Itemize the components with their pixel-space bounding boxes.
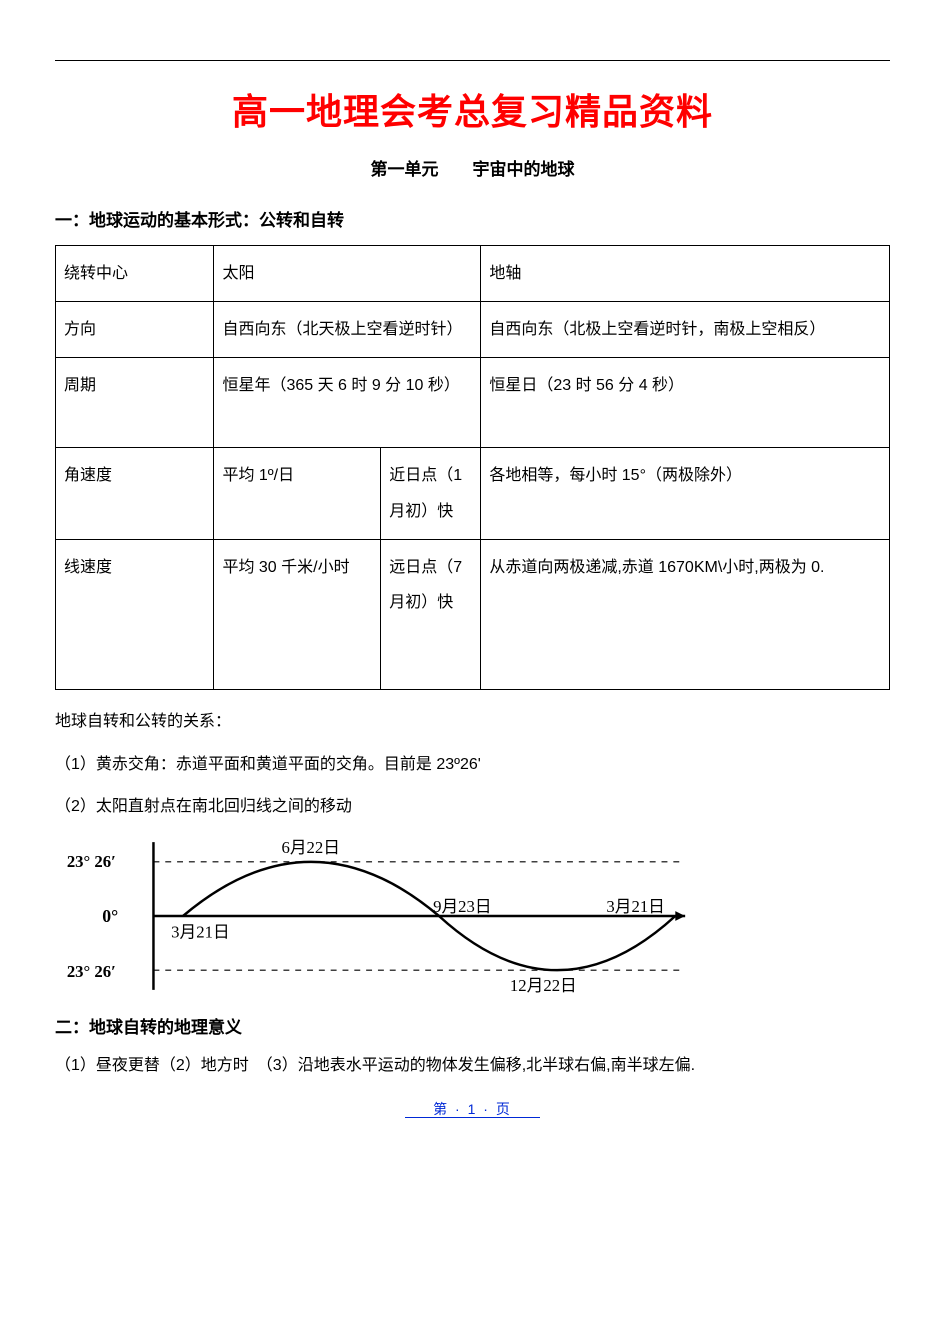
- main-title: 高一地理会考总复习精品资料: [55, 83, 890, 135]
- unit-title: 第一单元 宇宙中的地球: [55, 155, 890, 180]
- relation-heading: 地球自转和公转的关系：: [55, 708, 890, 737]
- svg-text:23° 26′: 23° 26′: [67, 962, 116, 981]
- cell-axis: 地轴: [481, 246, 890, 302]
- cell-axis: 自西向东（北极上空看逆时针，南极上空相反）: [481, 302, 890, 358]
- cell-sun: 自西向东（北天极上空看逆时针）: [214, 302, 481, 358]
- row-label: 方向: [56, 302, 214, 358]
- table-row: 线速度 平均 30 千米/小时 远日点（7 月初）快 从赤道向两极递减,赤道 1…: [56, 539, 890, 689]
- motion-table: 绕转中心 太阳 地轴 方向 自西向东（北天极上空看逆时针） 自西向东（北极上空看…: [55, 245, 890, 690]
- cell-mid: 近日点（1 月初）快: [381, 448, 481, 539]
- section-1-heading: 一：地球运动的基本形式：公转和自转: [55, 206, 890, 231]
- svg-text:3月21日: 3月21日: [171, 923, 230, 942]
- table-row: 方向 自西向东（北天极上空看逆时针） 自西向东（北极上空看逆时针，南极上空相反）: [56, 302, 890, 358]
- section-2-p1: （1）昼夜更替（2）地方时 （3）沿地表水平运动的物体发生偏移,北半球右偏,南半…: [55, 1052, 890, 1081]
- cell-sun: 平均 30 千米/小时: [214, 539, 381, 689]
- svg-text:9月23日: 9月23日: [433, 897, 492, 916]
- row-label: 角速度: [56, 448, 214, 539]
- cell-axis: 恒星日（23 时 56 分 4 秒）: [481, 358, 890, 448]
- page-footer: 第 · 1 · 页: [55, 1099, 890, 1119]
- svg-text:0°: 0°: [102, 906, 118, 926]
- row-label: 线速度: [56, 539, 214, 689]
- svg-text:3月21日: 3月21日: [606, 897, 665, 916]
- svg-text:6月22日: 6月22日: [281, 838, 340, 857]
- solar-declination-diagram: 23° 26′ 0° 23° 26′ 6月22日 3月21日 9月23日 3月21日 12月2…: [55, 836, 890, 1001]
- svg-text:12月22日: 12月22日: [510, 976, 577, 995]
- section-2-heading: 二：地球自转的地理意义: [55, 1013, 890, 1038]
- svg-text:23° 26′: 23° 26′: [67, 852, 116, 871]
- row-label: 周期: [56, 358, 214, 448]
- cell-axis: 从赤道向两极递减,赤道 1670KM\小时,两极为 0.: [481, 539, 890, 689]
- cell-sun: 平均 1º/日: [214, 448, 381, 539]
- top-rule: [55, 60, 890, 61]
- cell-mid: 远日点（7 月初）快: [381, 539, 481, 689]
- cell-axis: 各地相等，每小时 15°（两极除外）: [481, 448, 890, 539]
- cell-sun: 太阳: [214, 246, 481, 302]
- document-page: 高一地理会考总复习精品资料 第一单元 宇宙中的地球 一：地球运动的基本形式：公转…: [0, 0, 945, 1337]
- cell-sun: 恒星年（365 天 6 时 9 分 10 秒）: [214, 358, 481, 448]
- page-number: 第 · 1 · 页: [405, 1101, 540, 1118]
- table-row: 绕转中心 太阳 地轴: [56, 246, 890, 302]
- table-row: 周期 恒星年（365 天 6 时 9 分 10 秒） 恒星日（23 时 56 分…: [56, 358, 890, 448]
- table-row: 角速度 平均 1º/日 近日点（1 月初）快 各地相等，每小时 15°（两极除外…: [56, 448, 890, 539]
- row-label: 绕转中心: [56, 246, 214, 302]
- relation-p2: （2）太阳直射点在南北回归线之间的移动: [55, 793, 890, 822]
- relation-p1: （1）黄赤交角：赤道平面和黄道平面的交角。目前是 23º26': [55, 751, 890, 780]
- diagram-svg: 23° 26′ 0° 23° 26′ 6月22日 3月21日 9月23日 3月21日 12月2…: [55, 836, 695, 996]
